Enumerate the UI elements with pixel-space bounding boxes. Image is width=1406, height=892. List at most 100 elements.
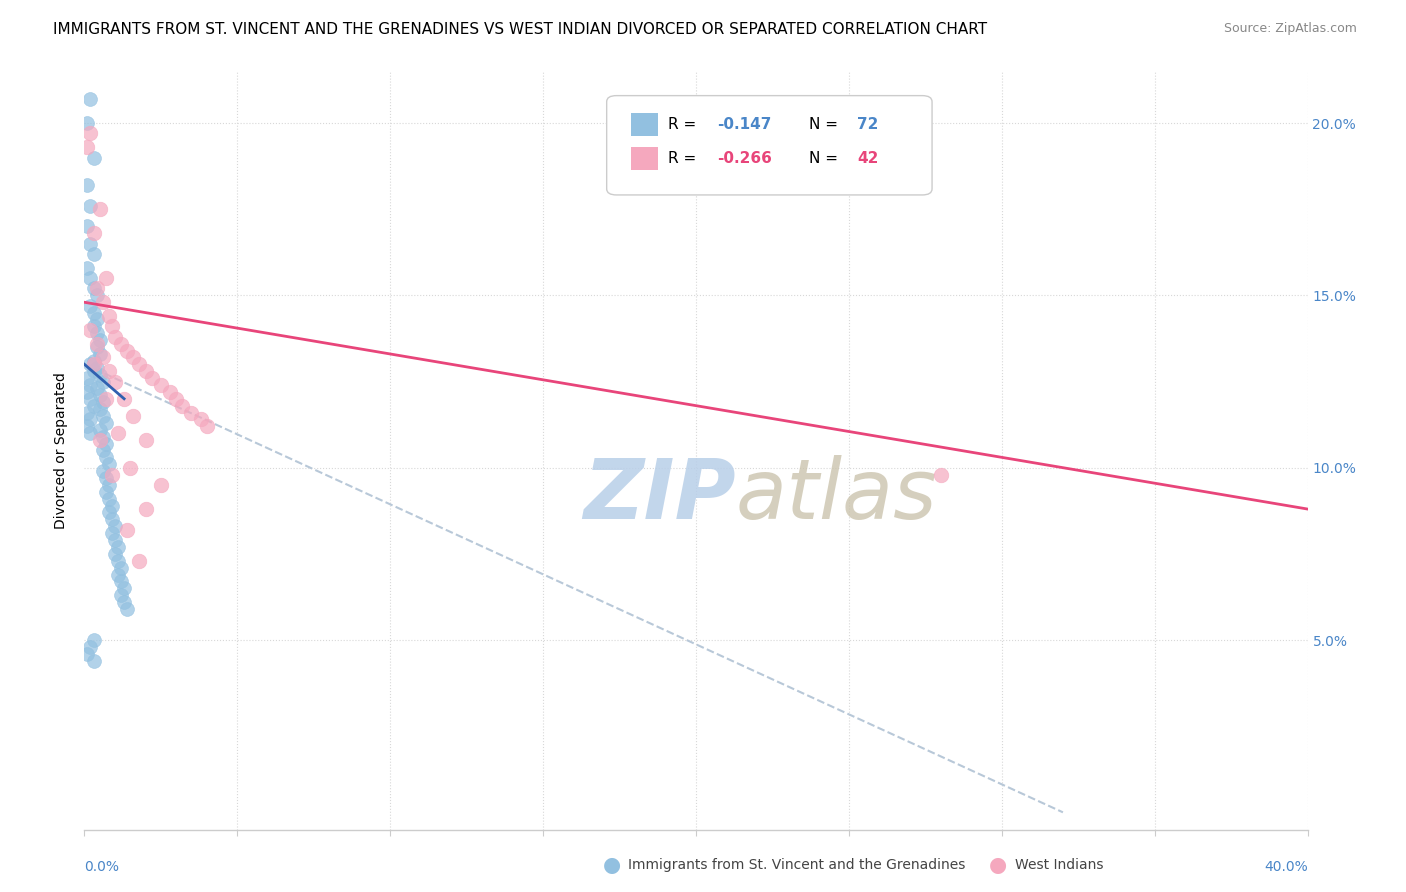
Point — [107, 554, 129, 568]
Point — [94, 392, 117, 406]
Point — [94, 271, 117, 285]
Point — [86, 288, 108, 302]
Point — [76, 419, 98, 434]
Text: -0.266: -0.266 — [717, 151, 772, 166]
Text: atlas: atlas — [735, 456, 938, 536]
Point — [79, 199, 101, 213]
Point — [83, 364, 105, 378]
Point — [91, 430, 114, 444]
Point — [83, 399, 105, 413]
Point — [79, 271, 101, 285]
Point — [135, 502, 157, 516]
Point — [76, 178, 98, 192]
Point — [94, 471, 117, 485]
Point — [112, 582, 135, 596]
Point — [91, 295, 114, 310]
Y-axis label: Divorced or Separated: Divorced or Separated — [55, 372, 69, 529]
Point — [89, 402, 111, 417]
Point — [79, 323, 101, 337]
Point — [104, 519, 127, 533]
FancyBboxPatch shape — [606, 95, 932, 195]
Text: Immigrants from St. Vincent and the Grenadines: Immigrants from St. Vincent and the Gren… — [628, 858, 966, 872]
Point — [83, 357, 105, 371]
Point — [79, 412, 101, 426]
Point — [104, 329, 127, 343]
Point — [76, 647, 98, 661]
Point — [97, 506, 120, 520]
Point — [86, 281, 108, 295]
Point — [97, 478, 120, 492]
Point — [110, 560, 132, 574]
Point — [141, 371, 163, 385]
Text: R =: R = — [668, 151, 702, 166]
Point — [128, 357, 150, 371]
Point — [107, 567, 129, 582]
Text: ●: ● — [603, 855, 620, 875]
Point — [83, 633, 105, 648]
Point — [79, 392, 101, 406]
Point — [89, 388, 111, 402]
Point — [101, 526, 124, 541]
Point — [76, 260, 98, 275]
Point — [91, 464, 114, 478]
Point — [83, 654, 105, 668]
Point — [86, 381, 108, 395]
Point — [172, 399, 194, 413]
Point — [79, 92, 101, 106]
Point — [159, 384, 181, 399]
Point — [190, 412, 212, 426]
Point — [91, 409, 114, 423]
Bar — [631, 113, 658, 136]
Point — [929, 467, 952, 482]
Point — [107, 426, 129, 441]
Point — [94, 484, 117, 499]
Point — [83, 227, 105, 241]
Point — [83, 281, 105, 295]
Point — [135, 433, 157, 447]
Point — [94, 450, 117, 465]
Point — [91, 395, 114, 409]
Text: N =: N = — [808, 151, 842, 166]
Point — [149, 378, 172, 392]
Point — [89, 368, 111, 382]
Point — [76, 405, 98, 419]
Point — [79, 127, 101, 141]
Point — [128, 554, 150, 568]
Point — [79, 378, 101, 392]
Point — [89, 202, 111, 217]
Point — [104, 533, 127, 547]
Point — [97, 364, 120, 378]
Point — [97, 309, 120, 323]
Point — [149, 478, 172, 492]
Point — [83, 305, 105, 319]
Point — [110, 336, 132, 351]
Point — [79, 426, 101, 441]
Point — [104, 547, 127, 561]
Point — [110, 588, 132, 602]
Text: Source: ZipAtlas.com: Source: ZipAtlas.com — [1223, 22, 1357, 36]
Point — [91, 351, 114, 365]
Point — [89, 347, 111, 361]
Text: R =: R = — [668, 117, 702, 132]
Point — [83, 247, 105, 261]
Point — [86, 360, 108, 375]
Point — [195, 419, 218, 434]
Point — [122, 409, 145, 423]
Point — [91, 375, 114, 389]
Point — [107, 540, 129, 554]
Point — [165, 392, 187, 406]
Point — [180, 405, 202, 419]
Text: 40.0%: 40.0% — [1264, 860, 1308, 874]
Point — [115, 343, 138, 358]
Point — [115, 602, 138, 616]
Point — [89, 423, 111, 437]
Point — [91, 443, 114, 458]
Point — [79, 236, 101, 251]
Point — [86, 336, 108, 351]
Point — [101, 319, 124, 334]
Text: 72: 72 — [858, 117, 879, 132]
Text: 0.0%: 0.0% — [84, 860, 120, 874]
Point — [83, 354, 105, 368]
Point — [86, 312, 108, 326]
Point — [89, 433, 111, 447]
